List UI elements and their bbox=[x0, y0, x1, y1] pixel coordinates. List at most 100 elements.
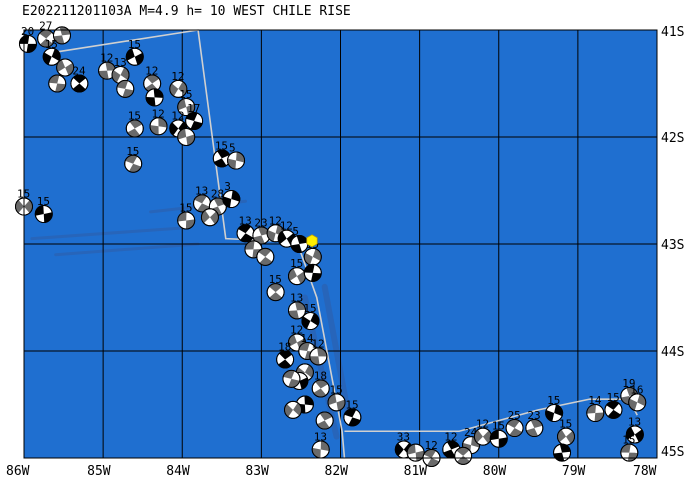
beachball-quadrant bbox=[201, 210, 210, 224]
depth-label: 12 bbox=[171, 109, 184, 122]
beachball-quadrant bbox=[594, 412, 604, 422]
focal-mechanism: 5 bbox=[290, 225, 309, 253]
beachball-quadrant bbox=[606, 401, 620, 410]
depth-label: 18 bbox=[278, 341, 291, 354]
depth-label: 15 bbox=[179, 201, 192, 214]
beachball-outline bbox=[282, 369, 301, 388]
depth-label: 3 bbox=[224, 180, 231, 193]
beachball-quadrant bbox=[566, 431, 575, 444]
beachball-quadrant bbox=[407, 444, 416, 455]
beachball-outline bbox=[266, 283, 285, 302]
beachball-quadrant bbox=[105, 62, 116, 71]
beachball-outline bbox=[70, 74, 89, 93]
focal-mechanism: 12 bbox=[422, 439, 441, 467]
longitude-tick-label: 82W bbox=[325, 464, 349, 479]
depth-label: 15 bbox=[128, 109, 141, 122]
beachball-quadrant bbox=[150, 125, 159, 135]
focal-mechanism bbox=[284, 400, 303, 419]
map-frame bbox=[23, 29, 658, 459]
beachball-outline bbox=[125, 119, 144, 138]
depth-label: 12 bbox=[280, 220, 293, 233]
beachball-quadrant bbox=[238, 224, 251, 234]
beachball-quadrant bbox=[423, 449, 436, 458]
beachball-quadrant bbox=[626, 426, 635, 440]
depth-label: 15 bbox=[606, 391, 619, 404]
beachball-outline bbox=[489, 429, 508, 448]
depth-label: 13 bbox=[314, 430, 327, 443]
depth-label: 12 bbox=[311, 337, 324, 350]
beachball-quadrant bbox=[185, 219, 195, 229]
beachball-quadrant bbox=[40, 38, 53, 48]
depth-label: 15 bbox=[492, 420, 505, 433]
depth-label: 13 bbox=[628, 415, 641, 428]
hexagon-epicenter-icon bbox=[306, 234, 318, 248]
beachball-quadrant bbox=[146, 96, 156, 106]
focal-mechanism: 15 bbox=[266, 273, 285, 302]
beachball-quadrant bbox=[26, 43, 37, 53]
depth-label: 20 bbox=[21, 25, 34, 38]
beachball-quadrant bbox=[313, 388, 327, 397]
focal-mechanism: 12 bbox=[309, 337, 328, 366]
map-title: E202211201103A M=4.9 h= 10 WEST CHILE RI… bbox=[22, 4, 351, 19]
beachball-quadrant bbox=[39, 30, 53, 39]
depth-label: 23 bbox=[527, 409, 540, 422]
beachball-outline bbox=[125, 47, 144, 66]
focal-mechanism: 3 bbox=[222, 180, 241, 209]
focal-mechanism: 15 bbox=[42, 38, 61, 66]
beachball-quadrant bbox=[317, 347, 327, 357]
focal-mechanism: 20 bbox=[18, 25, 37, 53]
focal-mechanism bbox=[282, 369, 301, 388]
beachball-outline bbox=[311, 379, 330, 398]
beachball-outline bbox=[222, 190, 241, 209]
beachball-outline bbox=[287, 301, 306, 320]
beachball-outline bbox=[545, 404, 564, 423]
beachball-outline bbox=[315, 411, 334, 430]
beachball-quadrant bbox=[15, 200, 24, 213]
beachball-quadrant bbox=[169, 122, 179, 136]
beachball-quadrant bbox=[426, 458, 440, 467]
focal-mechanism bbox=[52, 26, 71, 45]
latitude-tick-label: 44S bbox=[661, 345, 684, 360]
depth-label: 13 bbox=[239, 214, 252, 227]
beachball-quadrant bbox=[73, 75, 86, 84]
beachball-outline bbox=[116, 79, 135, 98]
beachball-quadrant bbox=[98, 70, 109, 80]
beachball-quadrant bbox=[56, 59, 66, 72]
beachball-outline bbox=[454, 446, 473, 465]
depth-label: 15 bbox=[290, 257, 303, 270]
beachball-quadrant bbox=[456, 455, 470, 465]
beachball-quadrant bbox=[304, 396, 314, 406]
focal-mechanism: 23 bbox=[525, 409, 544, 438]
beachball-quadrant bbox=[59, 26, 71, 36]
beachball-quadrant bbox=[456, 447, 470, 456]
depth-label: 14 bbox=[588, 394, 602, 407]
depth-label: 15 bbox=[547, 394, 560, 407]
beachball-outline bbox=[406, 443, 425, 462]
focal-mechanism: 15 bbox=[125, 109, 144, 138]
focal-mechanism bbox=[116, 79, 135, 98]
focal-mechanism: 13 bbox=[287, 291, 306, 320]
beachball-quadrant bbox=[72, 83, 86, 92]
depth-label: 15 bbox=[126, 145, 139, 158]
focal-mechanism: 13 bbox=[236, 214, 255, 243]
focal-mechanism: 15 bbox=[34, 195, 53, 224]
beachball-quadrant bbox=[153, 88, 164, 98]
beachball-quadrant bbox=[290, 244, 302, 253]
beachball-outline bbox=[169, 79, 188, 98]
beachball-quadrant bbox=[222, 196, 232, 208]
depth-label: 12 bbox=[145, 65, 158, 78]
beachball-outline bbox=[200, 208, 219, 227]
depth-label: 33 bbox=[397, 430, 410, 443]
beachball-quadrant bbox=[304, 364, 314, 378]
beachball-quadrant bbox=[509, 428, 523, 437]
beachball-outline bbox=[284, 400, 303, 419]
focal-mechanism: 24 bbox=[70, 65, 89, 93]
beachball-quadrant bbox=[178, 81, 187, 95]
focal-mechanism bbox=[177, 128, 196, 146]
beachball-quadrant bbox=[35, 205, 44, 216]
beachball-quadrant bbox=[112, 70, 121, 83]
focal-mechanism: 12 bbox=[473, 418, 492, 446]
beachball-outline bbox=[604, 400, 623, 419]
focal-mechanism: 15 bbox=[287, 257, 306, 286]
latitude-tick-label: 45S bbox=[661, 445, 684, 460]
